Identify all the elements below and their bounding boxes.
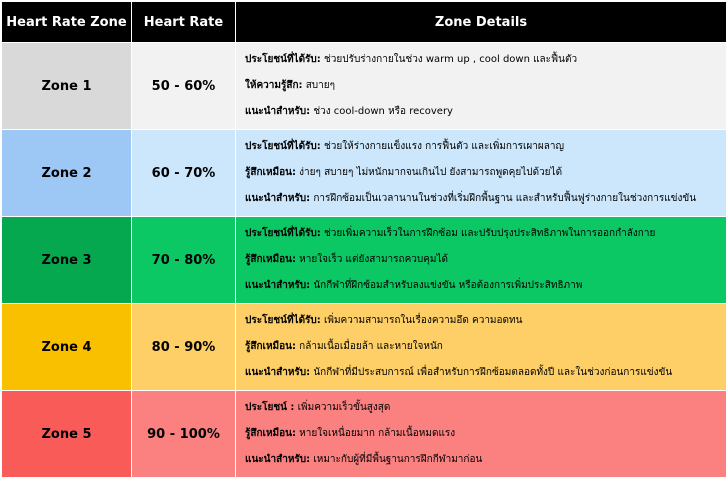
heart-rate-range: 70 - 80% xyxy=(131,216,236,304)
detail-line: แนะนำสำหรับ: ช่วง cool-down หรือ recover… xyxy=(245,99,726,125)
table-row: Zone 2 60 - 70% ประโยชน์ที่ได้รับ: ช่วยให้… xyxy=(1,129,727,217)
detail-line: รู้สึกเหมือน: ง่ายๆ สบายๆ ไม่หนักมากจนเก… xyxy=(245,160,726,186)
zone-name: Zone 1 xyxy=(1,42,132,130)
detail-label: ประโยชน์ : xyxy=(245,402,295,413)
zone-details: ประโยชน์ที่ได้รับ: ช่วยให้ร่างกายแข็งแรง… xyxy=(235,129,727,217)
detail-label: แนะนำสำหรับ: xyxy=(245,193,311,204)
detail-line: แนะนำสำหรับ: การฝึกซ้อมเป็นเวลานานในช่วง… xyxy=(245,186,726,212)
zone-details: ประโยชน์ที่ได้รับ: ช่วยปรับร่างกายในช่วง… xyxy=(235,42,727,130)
detail-text: เพิ่มความสามารถในเรื่องความอึด ความอดทน xyxy=(320,315,523,326)
heart-rate-range: 50 - 60% xyxy=(131,42,236,130)
detail-label: รู้สึกเหมือน: xyxy=(245,428,296,439)
detail-line: รู้สึกเหมือน: หายใจเหนื่อยมาก กล้ามเนื้อ… xyxy=(245,421,726,447)
header-details: Zone Details xyxy=(235,1,727,43)
detail-text: เหมาะกับผู้ที่มีพื้นฐานการฝึกกีฬามาก่อน xyxy=(310,454,483,465)
detail-label: รู้สึกเหมือน: xyxy=(245,254,296,265)
detail-label: ให้ความรู้สึก: xyxy=(245,80,303,91)
detail-text: ง่ายๆ สบายๆ ไม่หนักมากจนเกินไป ยังสามารถ… xyxy=(295,167,563,178)
detail-text: นักกีฬาที่มีประสบการณ์ เพื่อสำหรับการฝึก… xyxy=(310,367,673,378)
detail-line: แนะนำสำหรับ: เหมาะกับผู้ที่มีพื้นฐานการฝ… xyxy=(245,447,726,473)
table-row: Zone 3 70 - 80% ประโยชน์ที่ได้รับ: ช่วยเพิ… xyxy=(1,216,727,304)
detail-text: ช่วยปรับร่างกายในช่วง warm up , cool dow… xyxy=(320,54,578,65)
detail-label: แนะนำสำหรับ: xyxy=(245,454,311,465)
detail-line: แนะนำสำหรับ: นักกีฬาที่ฝึกซ้อมสำหรับลงแข… xyxy=(245,273,726,299)
detail-label: รู้สึกเหมือน: xyxy=(245,341,296,352)
detail-text: หายใจเหนื่อยมาก กล้ามเนื้อหมดแรง xyxy=(295,428,456,439)
detail-label: แนะนำสำหรับ: xyxy=(245,367,311,378)
zone-details: ประโยชน์ที่ได้รับ: ช่วยเพิ่มความเร็วในกา… xyxy=(235,216,727,304)
detail-text: สบายๆ xyxy=(302,80,335,91)
heart-rate-range: 60 - 70% xyxy=(131,129,236,217)
detail-line: แนะนำสำหรับ: นักกีฬาที่มีประสบการณ์ เพื่… xyxy=(245,360,726,386)
detail-label: ประโยชน์ที่ได้รับ: xyxy=(245,141,321,152)
header-rate: Heart Rate xyxy=(131,1,236,43)
header-row: Heart Rate Zone Heart Rate Zone Details xyxy=(1,1,727,43)
zone-name: Zone 2 xyxy=(1,129,132,217)
detail-label: ประโยชน์ที่ได้รับ: xyxy=(245,54,321,65)
detail-text: ช่วยเพิ่มความเร็วในการฝึกซ้อม และปรับปรุ… xyxy=(320,228,656,239)
detail-text: เพิ่มความเร็วขั้นสูงสุด xyxy=(294,402,391,413)
zone-name: Zone 3 xyxy=(1,216,132,304)
table-row: Zone 1 50 - 60% ประโยชน์ที่ได้รับ: ช่วยปรั… xyxy=(1,42,727,130)
detail-line: รู้สึกเหมือน: หายใจเร็ว แต่ยังสามารถควบค… xyxy=(245,247,726,273)
detail-line: รู้สึกเหมือน: กล้ามเนื้อเมื่อยล้า และหาย… xyxy=(245,334,726,360)
zone-name: Zone 5 xyxy=(1,390,132,478)
detail-line: ประโยชน์ที่ได้รับ: ช่วยเพิ่มความเร็วในกา… xyxy=(245,221,726,247)
detail-label: ประโยชน์ที่ได้รับ: xyxy=(245,315,321,326)
zone-name: Zone 4 xyxy=(1,303,132,391)
detail-text: หายใจเร็ว แต่ยังสามารถควบคุมได้ xyxy=(295,254,449,265)
heart-rate-range: 80 - 90% xyxy=(131,303,236,391)
detail-line: ประโยชน์ที่ได้รับ: เพิ่มความสามารถในเรื่… xyxy=(245,308,726,334)
table-row: Zone 4 80 - 90% ประโยชน์ที่ได้รับ: เพิ่มคว… xyxy=(1,303,727,391)
zone-details: ประโยชน์ที่ได้รับ: เพิ่มความสามารถในเรื่… xyxy=(235,303,727,391)
detail-text: นักกีฬาที่ฝึกซ้อมสำหรับลงแข่งขัน หรือต้อ… xyxy=(310,280,583,291)
detail-line: ให้ความรู้สึก: สบายๆ xyxy=(245,73,726,99)
detail-line: ประโยชน์ : เพิ่มความเร็วขั้นสูงสุด xyxy=(245,395,726,421)
detail-text: ช่วง cool-down หรือ recovery xyxy=(310,106,453,117)
detail-label: ประโยชน์ที่ได้รับ: xyxy=(245,228,321,239)
table-row: Zone 5 90 - 100% ประโยชน์ : เพิ่มความเร็วข… xyxy=(1,390,727,478)
detail-line: ประโยชน์ที่ได้รับ: ช่วยให้ร่างกายแข็งแรง… xyxy=(245,134,726,160)
detail-label: แนะนำสำหรับ: xyxy=(245,280,311,291)
detail-text: การฝึกซ้อมเป็นเวลานานในช่วงที่เริ่มฝึกพื… xyxy=(310,193,697,204)
detail-label: แนะนำสำหรับ: xyxy=(245,106,311,117)
detail-text: กล้ามเนื้อเมื่อยล้า และหายใจหนัก xyxy=(295,341,443,352)
detail-label: รู้สึกเหมือน: xyxy=(245,167,296,178)
zone-details: ประโยชน์ : เพิ่มความเร็วขั้นสูงสุด รู้สึก… xyxy=(235,390,727,478)
detail-text: ช่วยให้ร่างกายแข็งแรง การฟื้นตัว และเพิ่… xyxy=(320,141,564,152)
detail-line: ประโยชน์ที่ได้รับ: ช่วยปรับร่างกายในช่วง… xyxy=(245,47,726,73)
heart-rate-range: 90 - 100% xyxy=(131,390,236,478)
header-zone: Heart Rate Zone xyxy=(1,1,132,43)
